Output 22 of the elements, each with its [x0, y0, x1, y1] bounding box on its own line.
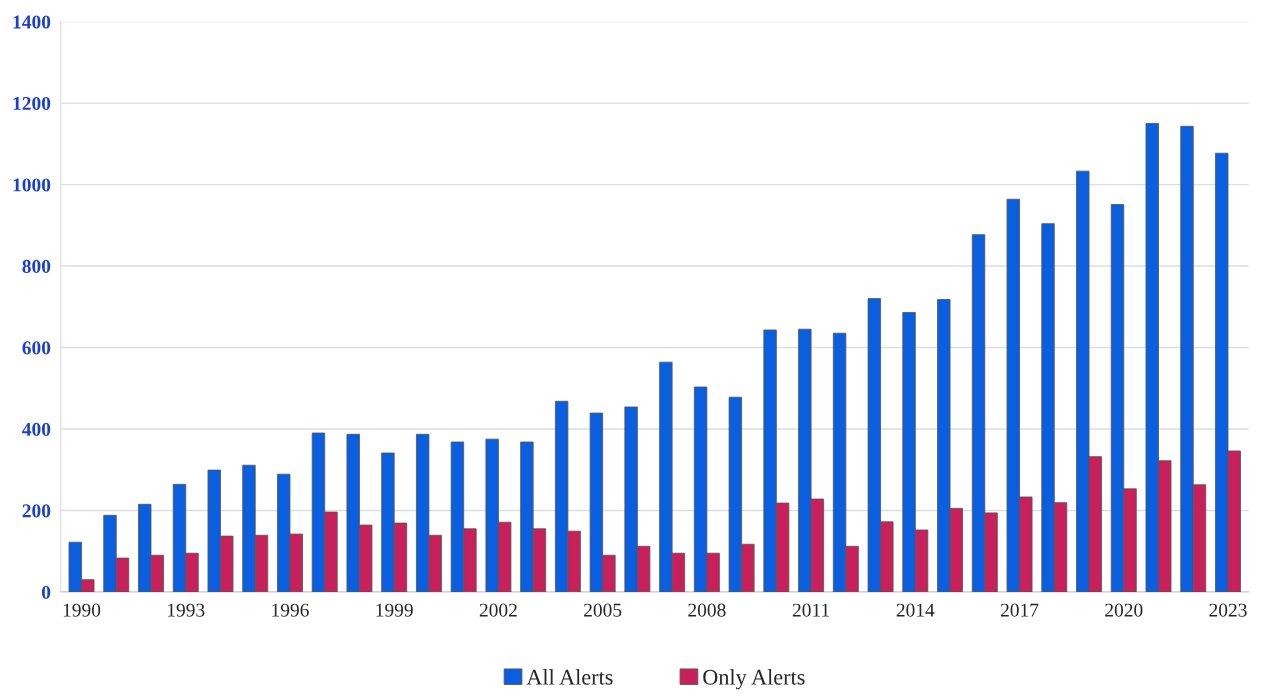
x-tick-label: 1990 — [63, 603, 101, 617]
legend-label: All Alerts — [526, 669, 613, 685]
y-tick-label: 1400 — [13, 15, 51, 29]
x-tick-label: 1999 — [376, 603, 413, 617]
y-tick-label: 200 — [22, 504, 51, 518]
x-tick-label: 1993 — [168, 603, 205, 617]
x-tick-label: 2005 — [584, 603, 622, 617]
x-tick-label: 2002 — [479, 603, 517, 617]
x-tick-label: 2008 — [688, 603, 726, 617]
y-tick-label: 800 — [22, 259, 51, 273]
x-tick-label: 2023 — [1209, 603, 1247, 617]
y-tick-label: 600 — [22, 341, 51, 355]
y-tick-label: 1000 — [13, 178, 51, 192]
y-tick-label: 400 — [22, 422, 51, 436]
legend-label: Only Alerts — [703, 669, 805, 690]
x-tick-label: 2014 — [896, 603, 935, 617]
x-tick-label: 2011 — [792, 603, 829, 617]
x-tick-label: 2017 — [1000, 603, 1039, 617]
x-tick-label: 2020 — [1105, 603, 1143, 617]
y-tick-label: 1200 — [13, 96, 51, 111]
x-tick-label: 1996 — [272, 603, 309, 617]
y-tick-label: 0 — [41, 585, 51, 599]
